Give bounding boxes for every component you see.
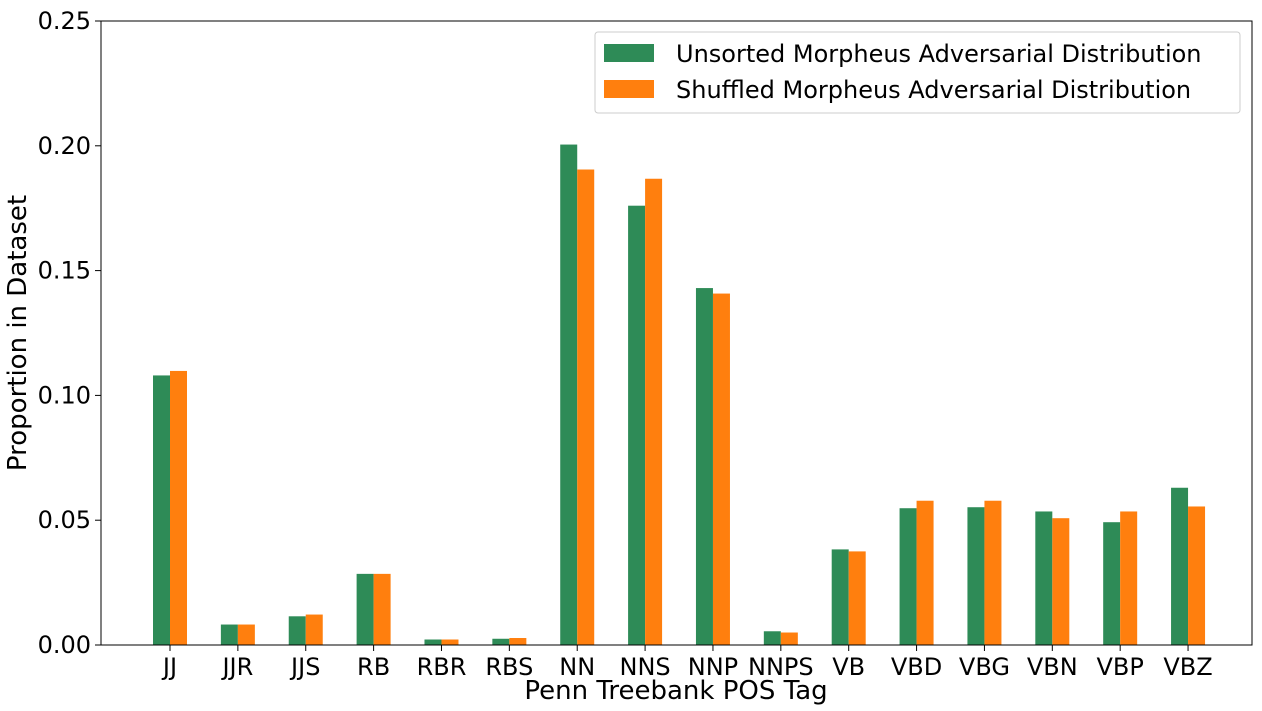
bar-unsorted-vbd — [899, 508, 917, 645]
bar-unsorted-rbs — [492, 638, 510, 645]
bar-shuffled-vbp — [1120, 511, 1138, 645]
x-tick-label-nn: NN — [559, 653, 595, 681]
x-axis: JJ JJR JJS RB RBR RBS NN NNS NNP NNPS VB VBD VBG VBN V… — [161, 645, 1213, 681]
bar-unsorted-vbz — [1171, 487, 1189, 645]
x-tick-label-vbn: VBN — [1027, 653, 1078, 681]
x-tick-label-vbg: VBG — [959, 653, 1010, 681]
plot-frame — [100, 20, 1253, 646]
y-axis: 0.00 0.05 0.10 0.15 0.20 0.25 — [38, 7, 101, 659]
bar-shuffled-vbz — [1188, 506, 1206, 645]
y-axis-label: Proportion in Dataset — [3, 195, 33, 471]
x-tick-label-nnp: NNP — [688, 653, 738, 681]
legend-swatch-unsorted — [604, 44, 654, 62]
bar-shuffled-vbd — [916, 500, 934, 645]
x-tick-label-jjr: JJR — [220, 653, 253, 681]
bar-shuffled-nn — [577, 169, 595, 645]
x-axis-label: Penn Treebank POS Tag — [524, 676, 827, 706]
bar-shuffled-vb — [848, 551, 866, 645]
bar-unsorted-nnps — [763, 631, 781, 645]
bar-shuffled-nnps — [780, 632, 798, 645]
bar-unsorted-vbg — [967, 507, 985, 645]
x-tick-label-vbd: VBD — [891, 653, 942, 681]
legend-label-unsorted: Unsorted Morpheus Adversarial Distributi… — [676, 40, 1202, 68]
bar-unsorted-vb — [831, 549, 849, 645]
legend-swatch-shuffled — [604, 80, 654, 98]
bar-shuffled-jjr — [237, 624, 255, 645]
y-tick-label: 0.20 — [38, 132, 91, 160]
bar-shuffled-jj — [170, 370, 187, 645]
bars-group — [153, 144, 1206, 646]
y-tick-label: 0.00 — [38, 631, 91, 659]
x-tick-label-vbp: VBP — [1097, 653, 1144, 681]
bar-unsorted-rb — [356, 573, 374, 645]
legend: Unsorted Morpheus Adversarial Distributi… — [594, 31, 1241, 114]
bar-unsorted-nn — [560, 144, 578, 645]
bar-unsorted-nnp — [695, 288, 713, 645]
bar-unsorted-rbr — [424, 639, 442, 645]
y-tick-label: 0.05 — [38, 506, 91, 534]
bar-unsorted-vbn — [1035, 511, 1053, 645]
bar-shuffled-vbn — [1052, 518, 1070, 645]
x-tick-label-rb: RB — [357, 653, 390, 681]
bar-shuffled-nnp — [712, 293, 730, 645]
x-tick-label-nns: NNS — [620, 653, 671, 681]
y-tick-label: 0.10 — [38, 381, 91, 409]
x-tick-label-nnps: NNPS — [748, 653, 814, 681]
bar-unsorted-jj — [153, 375, 170, 645]
bar-shuffled-vbg — [984, 500, 1002, 645]
y-tick-label: 0.15 — [38, 257, 91, 285]
legend-label-shuffled: Shuffled Morpheus Adversarial Distributi… — [676, 76, 1191, 104]
x-tick-label-rbs: RBS — [485, 653, 533, 681]
x-tick-label-rbr: RBR — [417, 653, 467, 681]
bar-unsorted-nns — [628, 205, 646, 646]
bar-shuffled-rb — [373, 573, 391, 645]
bar-shuffled-jjs — [305, 614, 323, 645]
bar-shuffled-rbs — [509, 638, 527, 645]
bar-unsorted-jjr — [220, 624, 238, 645]
x-tick-label-jjs: JJS — [289, 653, 320, 681]
y-tick-label: 0.25 — [38, 7, 91, 35]
x-tick-label-jj: JJ — [161, 653, 177, 681]
bar-shuffled-nns — [645, 178, 663, 645]
x-tick-label-vbz: VBZ — [1163, 653, 1212, 681]
bar-shuffled-rbr — [441, 639, 459, 645]
x-tick-label-vb: VB — [832, 653, 865, 681]
bar-unsorted-jjs — [288, 616, 306, 645]
legend-box — [594, 31, 1241, 114]
bar-unsorted-vbp — [1103, 522, 1121, 645]
